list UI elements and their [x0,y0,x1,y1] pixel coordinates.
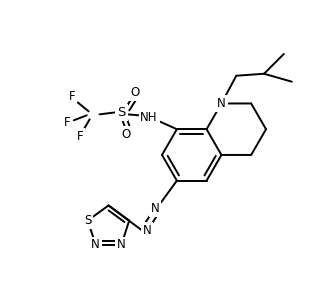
Text: S: S [84,214,91,227]
Text: F: F [64,116,70,129]
Text: S: S [117,106,126,119]
Text: F: F [77,130,83,142]
Text: N: N [143,224,151,237]
Text: O: O [130,86,140,99]
Text: N: N [117,238,126,251]
Text: N: N [217,97,226,110]
Text: O: O [122,128,131,141]
Text: F: F [68,90,75,103]
Text: N: N [91,238,100,251]
Text: NH: NH [141,111,158,124]
Text: N: N [151,202,160,215]
